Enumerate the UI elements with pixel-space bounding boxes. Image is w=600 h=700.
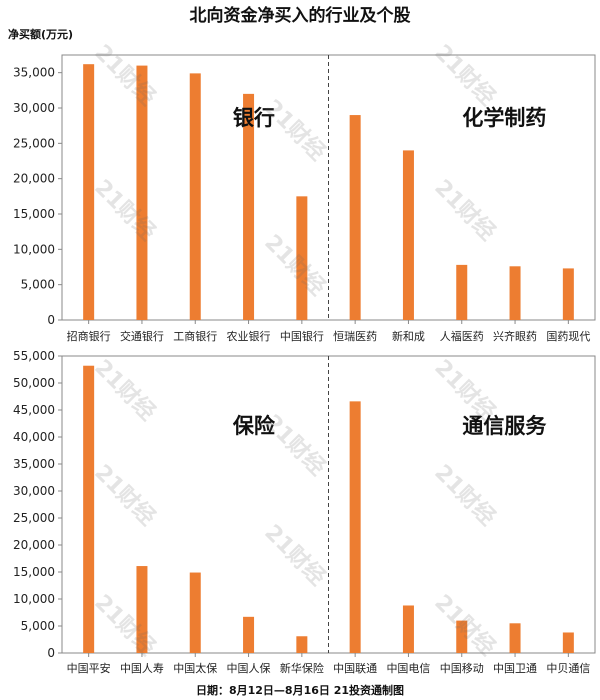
category-label: 工商银行	[173, 329, 217, 343]
footer-caption: 日期：8月12日—8月16日 21投资通制图	[195, 684, 405, 697]
category-label: 中国移动	[440, 662, 484, 675]
category-label: 中国卫通	[493, 662, 537, 675]
bar	[136, 566, 148, 653]
category-label: 中国太保	[173, 661, 217, 675]
bar	[136, 65, 148, 320]
y-tick-label: 50,000	[13, 376, 55, 390]
y-tick-label: 0	[47, 646, 55, 660]
y-tick-label: 30,000	[13, 484, 55, 498]
watermark-text: 21财经	[429, 39, 500, 110]
bar	[296, 196, 308, 320]
y-tick-label: 35,000	[13, 457, 55, 471]
watermark-text: 21财经	[429, 174, 500, 245]
bar	[402, 605, 414, 653]
y-tick-label: 45,000	[13, 403, 55, 417]
bar	[349, 401, 361, 653]
watermark-text: 21财经	[259, 519, 330, 590]
y-tick-label: 25,000	[13, 136, 55, 150]
category-label: 国药现代	[546, 330, 590, 343]
category-label: 中国平安	[67, 661, 111, 675]
y-tick-label: 0	[47, 313, 55, 327]
y-tick-label: 15,000	[13, 565, 55, 579]
bar	[243, 616, 255, 653]
y-tick-label: 10,000	[13, 242, 55, 256]
watermark-text: 21财经	[429, 459, 500, 530]
watermark-text: 21财经	[89, 174, 160, 245]
bar	[243, 93, 255, 320]
bar	[296, 636, 308, 653]
bar	[562, 632, 574, 653]
y-axis-label: 净买额(万元)	[8, 28, 74, 41]
group-label: 银行	[233, 106, 275, 130]
bar	[562, 268, 574, 320]
bar	[456, 620, 468, 653]
watermark-text: 21财经	[89, 589, 160, 660]
watermark-layer: 21财经 21财经 21财经 21财经 21财经 21财经 21财经 21财经 21财经 21财经…	[89, 39, 500, 660]
y-tick-label: 55,000	[13, 349, 55, 363]
category-label: 中国联通	[333, 662, 377, 675]
y-tick-label: 25,000	[13, 511, 55, 525]
group-label: 保险	[232, 414, 276, 438]
watermark-text: 21财经	[89, 39, 160, 110]
category-label: 招商银行	[67, 329, 111, 343]
category-label: 恒瑞医药	[333, 329, 377, 343]
y-tick-label: 15,000	[13, 207, 55, 221]
bar	[402, 150, 414, 320]
watermark-text: 21财经	[89, 354, 160, 425]
bar	[509, 266, 521, 320]
bar	[189, 73, 201, 320]
category-label: 中国人保	[227, 661, 271, 675]
category-label: 兴齐眼药	[493, 329, 537, 343]
category-label: 交通银行	[120, 329, 164, 343]
group-label: 通信服务	[462, 414, 547, 438]
bar	[509, 623, 521, 653]
y-tick-label: 40,000	[13, 430, 55, 444]
category-label: 中国电信	[386, 662, 430, 675]
watermark-text: 21财经	[89, 459, 160, 530]
y-tick-label: 35,000	[13, 66, 55, 80]
category-label: 农业银行	[227, 329, 271, 343]
category-label: 人福医药	[440, 329, 484, 343]
category-label: 中国银行	[280, 329, 324, 343]
y-tick-label: 10,000	[13, 592, 55, 606]
bar	[83, 64, 95, 320]
y-tick-label: 5,000	[21, 278, 55, 292]
chart-panel-1: 0 5,000 10,000 15,000 20,000 25,000 30,000 35,0…	[13, 54, 596, 343]
category-label: 中国人寿	[120, 661, 164, 675]
watermark-text: 21财经	[259, 229, 330, 300]
y-tick-label: 30,000	[13, 101, 55, 115]
category-label: 中贝通信	[546, 662, 590, 675]
bar	[189, 572, 201, 653]
group-label: 化学制药	[462, 106, 546, 130]
category-label: 新和成	[392, 329, 425, 343]
y-tick-label: 5,000	[21, 619, 55, 633]
y-tick-label: 20,000	[13, 538, 55, 552]
category-label: 新华保险	[280, 661, 324, 675]
bar	[83, 365, 95, 653]
page-title: 北向资金净买入的行业及个股	[189, 6, 411, 26]
bar	[349, 115, 361, 320]
watermark-text: 21财经	[259, 409, 330, 480]
watermark-text: 21财经	[259, 94, 330, 165]
y-tick-label: 20,000	[13, 172, 55, 186]
bar	[456, 264, 468, 320]
chart-panel-2: 0 5,000 10,000 15,000 20,000 25,000 30,000 35,0…	[13, 349, 596, 675]
